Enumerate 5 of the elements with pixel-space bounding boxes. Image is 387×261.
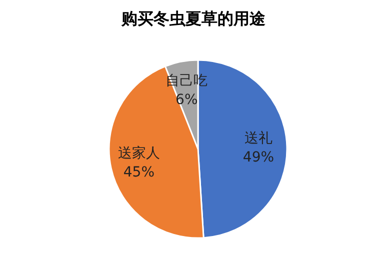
slice-label: 送家人 bbox=[118, 146, 160, 162]
data-label: 45% bbox=[123, 164, 154, 181]
data-label: 49% bbox=[242, 150, 274, 166]
slice-label: 送礼 bbox=[244, 130, 272, 147]
chart-title: 购买冬虫夏草的用途 bbox=[120, 9, 266, 28]
